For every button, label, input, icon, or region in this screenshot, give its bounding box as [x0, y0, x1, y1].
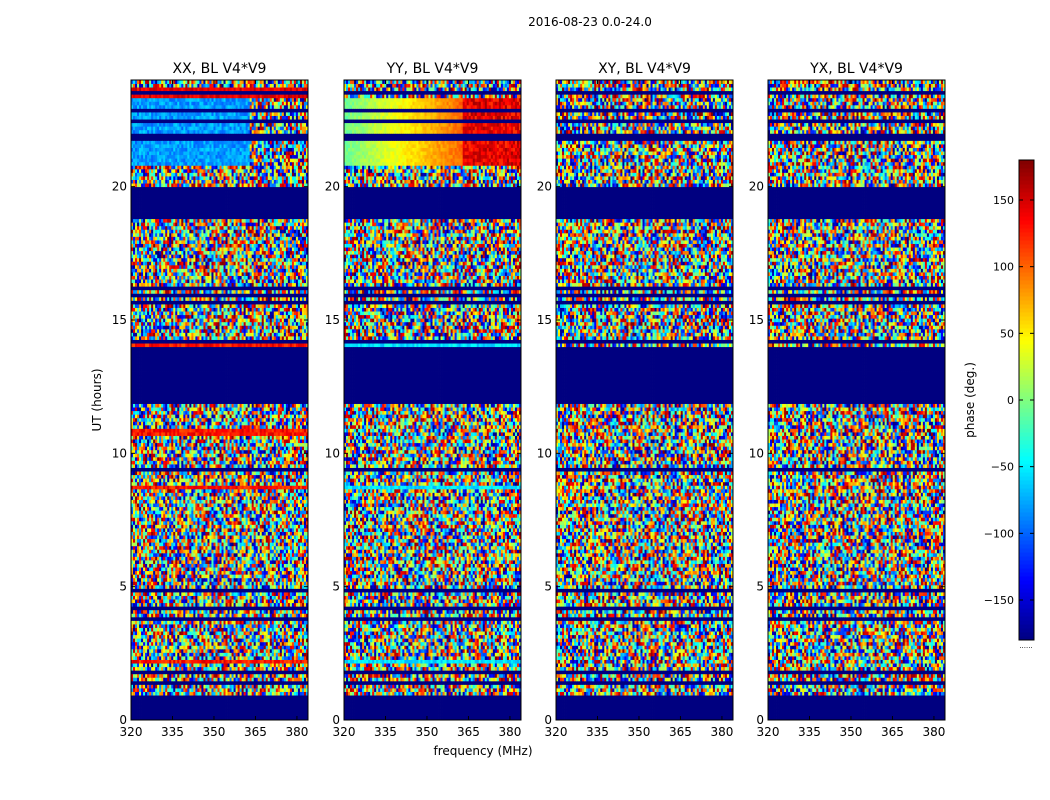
figure-suptitle: 2016-08-23 0.0-24.0 — [528, 15, 652, 29]
figure: 2016-08-23 0.0-24.0 UT (hours) frequency… — [0, 0, 1050, 800]
y-axis-label: UT (hours) — [90, 368, 104, 431]
x-axis-label: frequency (MHz) — [433, 744, 532, 758]
panel-xx-heatmap — [131, 80, 308, 720]
